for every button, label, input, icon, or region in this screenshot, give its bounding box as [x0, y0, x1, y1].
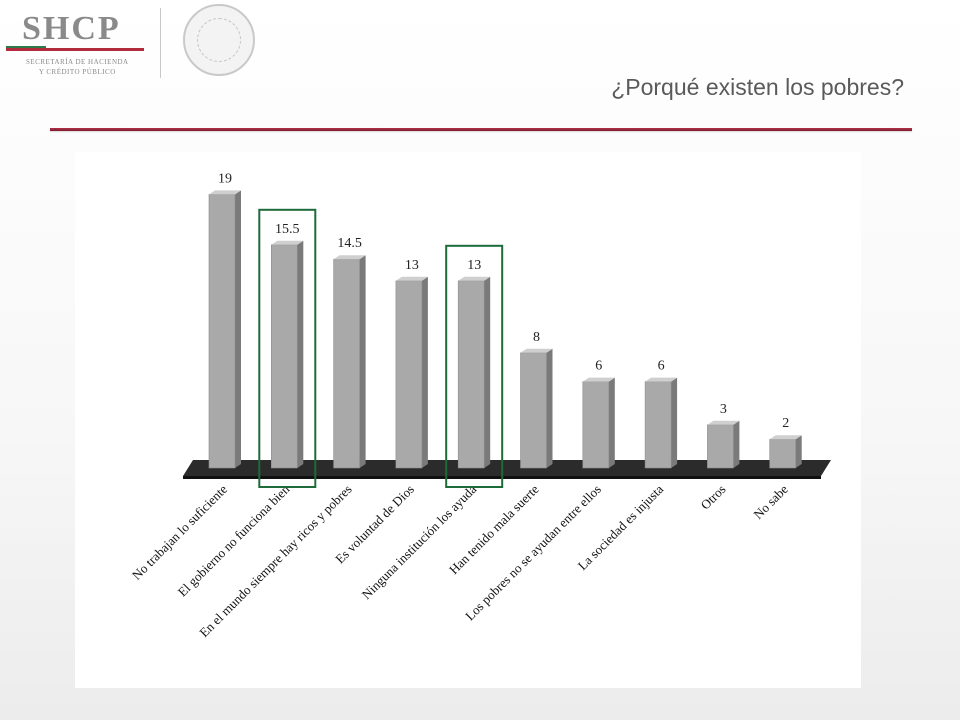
bar — [644, 381, 672, 469]
bar-side — [359, 255, 366, 468]
bar — [457, 280, 485, 469]
data-label: 6 — [595, 359, 602, 374]
page-title: ¿Porqué existen los pobres? — [611, 74, 904, 100]
category-label: No sabe — [750, 481, 791, 522]
category-label: Los pobres no se ayudan entre ellos — [462, 482, 604, 624]
bar-side — [484, 276, 491, 468]
bar-top — [520, 348, 553, 353]
data-label: 8 — [533, 330, 540, 345]
seal-eagle-icon — [197, 18, 241, 62]
chart-panel: 19 No trabajan lo suficiente 15.5 El gobier… — [75, 152, 861, 688]
bar — [707, 424, 734, 469]
bar-top — [333, 255, 366, 260]
bar — [333, 258, 360, 469]
logo-divider — [160, 8, 161, 78]
bar — [208, 194, 236, 469]
title-rule — [50, 128, 912, 131]
bar-side — [235, 190, 241, 468]
logo-red-stripe — [6, 48, 144, 51]
bar-side — [608, 377, 615, 468]
bar-side — [297, 240, 304, 468]
data-label: 13 — [405, 258, 419, 273]
bar — [395, 280, 423, 469]
shcp-logo: SHCP SECRETARÍA DE HACIENDA Y CRÉDITO PÚ… — [0, 0, 270, 95]
logo-subtitle: SECRETARÍA DE HACIENDA Y CRÉDITO PÚBLICO — [26, 57, 129, 77]
data-label: 3 — [720, 402, 727, 417]
data-label: 13 — [467, 258, 481, 273]
data-label: 15.5 — [275, 222, 300, 237]
data-label: 19 — [218, 171, 232, 186]
bar-side — [733, 420, 740, 468]
logo-subtitle-line1: SECRETARÍA DE HACIENDA — [26, 58, 129, 66]
highlight-box — [445, 244, 504, 488]
data-label: 2 — [782, 416, 789, 431]
highlight-box — [258, 208, 317, 489]
bar-top — [271, 240, 304, 245]
category-label: Ninguna institución los ayuda — [359, 481, 480, 602]
bar — [520, 352, 547, 469]
bar-top — [458, 276, 491, 281]
bar — [582, 381, 610, 469]
data-label: 6 — [658, 359, 665, 374]
logo-green-stripe — [6, 46, 46, 48]
logo-subtitle-line2: Y CRÉDITO PÚBLICO — [38, 68, 116, 76]
bar-side — [795, 435, 802, 468]
bar-top — [645, 377, 678, 382]
bar-top — [395, 276, 428, 281]
category-label: Otros — [697, 482, 728, 513]
bar-top — [582, 377, 615, 382]
bar-top — [209, 190, 241, 195]
bar-top — [707, 420, 740, 425]
logo-wordmark: SHCP — [22, 10, 121, 47]
bar-side — [546, 348, 553, 468]
bar-side — [671, 377, 678, 468]
category-label: El gobierno no funciona bien — [175, 481, 293, 599]
bar-side — [421, 276, 428, 468]
bar — [271, 244, 298, 469]
data-label: 14.5 — [337, 236, 362, 251]
bar — [769, 438, 797, 469]
bar-top — [769, 435, 802, 440]
national-seal-icon — [183, 4, 255, 76]
